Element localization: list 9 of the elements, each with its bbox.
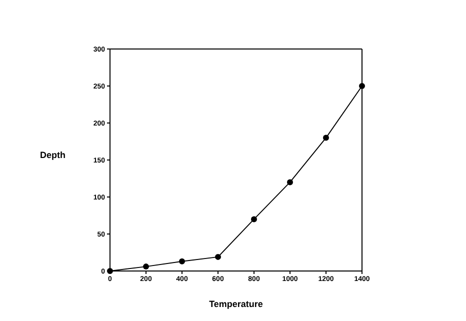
- point: [179, 258, 185, 264]
- point: [287, 179, 293, 186]
- x-axis-title: Temperature: [209, 299, 263, 309]
- point: [251, 216, 257, 222]
- point: [359, 83, 365, 89]
- point: [323, 134, 329, 141]
- y-axis-title: Depth: [40, 150, 66, 160]
- point: [143, 264, 149, 270]
- point: [215, 254, 221, 260]
